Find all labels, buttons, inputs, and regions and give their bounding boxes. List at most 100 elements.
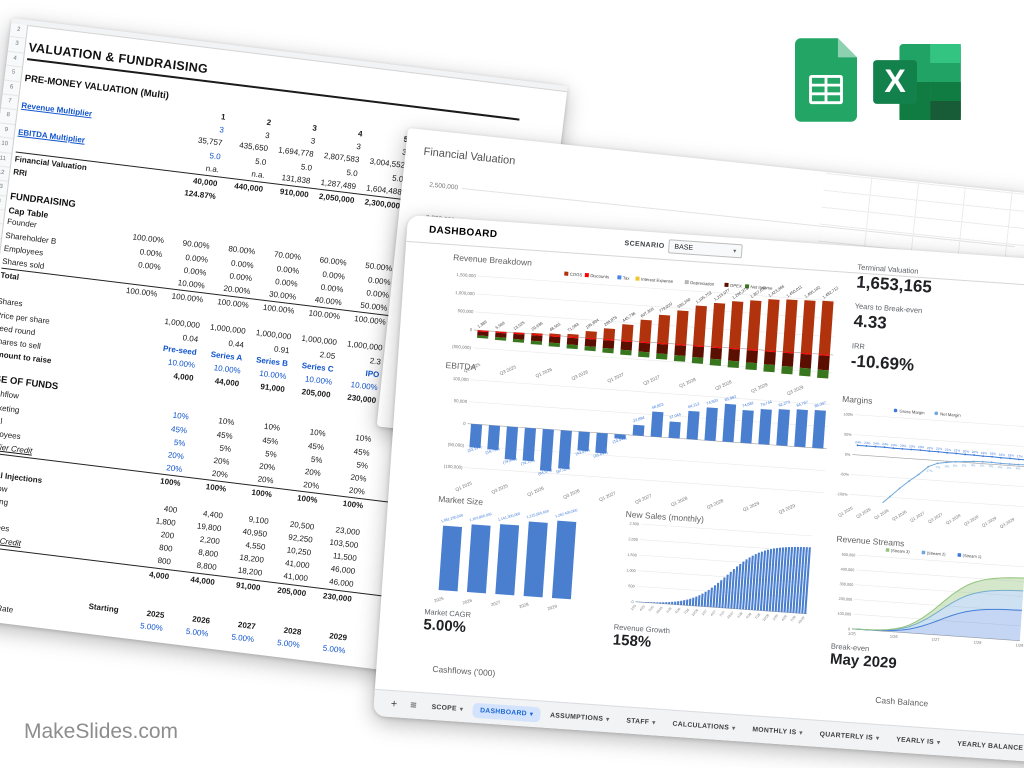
svg-text:Q1 2028: Q1 2028 — [678, 377, 697, 389]
svg-text:(100,000): (100,000) — [444, 464, 464, 470]
svg-text:Tax: Tax — [623, 275, 631, 281]
break-even-value: May 2029 — [829, 650, 898, 673]
svg-text:1,262,400,000: 1,262,400,000 — [555, 508, 578, 518]
tab-menu-arrow-icon: ▾ — [799, 730, 803, 737]
svg-text:-17%: -17% — [925, 469, 933, 474]
svg-text:23%: 23% — [918, 445, 925, 449]
svg-text:1,500: 1,500 — [627, 553, 637, 558]
svg-text:(Stream 1): (Stream 1) — [962, 553, 982, 559]
svg-text:7/28: 7/28 — [754, 612, 761, 620]
market-cagr-value: 5.00% — [422, 616, 467, 637]
svg-text:(54,756): (54,756) — [485, 446, 501, 455]
svg-text:2027: 2027 — [490, 599, 501, 607]
irr-label: IRR — [851, 341, 866, 352]
svg-text:64,112: 64,112 — [687, 401, 700, 409]
svg-text:(50,000): (50,000) — [448, 442, 465, 448]
svg-text:(87,027): (87,027) — [556, 465, 572, 474]
svg-text:(Stream 2): (Stream 2) — [927, 550, 947, 556]
svg-text:19%: 19% — [981, 451, 988, 455]
svg-text:Q1 2026: Q1 2026 — [535, 367, 554, 379]
svg-text:298,876: 298,876 — [603, 314, 619, 327]
all-sheets-menu-icon[interactable]: ≡ — [409, 699, 418, 712]
cash-balance-title: Cash Balance — [874, 694, 929, 709]
svg-text:1/29: 1/29 — [772, 614, 779, 622]
svg-text:(74,754): (74,754) — [520, 457, 536, 466]
svg-text:Net Margin: Net Margin — [940, 411, 961, 417]
svg-text:(Stream 3): (Stream 3) — [891, 548, 911, 554]
google-sheets-icon — [795, 38, 857, 122]
svg-text:20%: 20% — [963, 449, 970, 453]
svg-text:24%: 24% — [855, 440, 862, 444]
svg-text:936,240: 936,240 — [676, 296, 692, 309]
svg-text:21%: 21% — [954, 448, 961, 452]
row-number: 15 — [0, 208, 5, 225]
svg-text:1/27: 1/27 — [701, 609, 708, 617]
svg-text:2%: 2% — [962, 463, 967, 467]
irr-value: -10.69% — [850, 351, 915, 375]
svg-text:Q3 2025: Q3 2025 — [499, 364, 518, 376]
svg-text:1/26: 1/26 — [890, 634, 899, 640]
svg-text:Q1 2026: Q1 2026 — [526, 485, 545, 497]
svg-text:48,561: 48,561 — [548, 321, 562, 333]
scenario-label: SCENARIO — [624, 240, 665, 250]
svg-text:Q1 2027: Q1 2027 — [607, 372, 626, 384]
svg-text:Q1 2027: Q1 2027 — [909, 510, 926, 523]
svg-text:4/28: 4/28 — [745, 612, 752, 620]
scenario-dropdown-value: BASE — [674, 243, 694, 252]
svg-text:(10,042): (10,042) — [612, 435, 628, 444]
svg-text:1,215,077: 1,215,077 — [713, 287, 731, 302]
svg-text:Q3 2026: Q3 2026 — [562, 488, 581, 500]
sheet-tab-yearly-balance[interactable]: YEARLY BALANCE▾ — [957, 740, 1024, 752]
svg-text:1/29: 1/29 — [1015, 642, 1024, 648]
svg-text:71,583: 71,583 — [566, 321, 580, 333]
svg-text:0: 0 — [848, 627, 850, 631]
svg-text:1,000: 1,000 — [626, 568, 636, 573]
svg-text:50%: 50% — [844, 432, 852, 437]
tab-menu-arrow-icon: ▾ — [936, 739, 941, 746]
dropdown-arrow-icon: ▾ — [733, 248, 737, 255]
tab-menu-arrow-icon: ▾ — [605, 716, 610, 723]
svg-text:Q1 2028: Q1 2028 — [945, 513, 962, 526]
svg-text:85,882: 85,882 — [724, 394, 737, 402]
svg-text:Q3 2027: Q3 2027 — [927, 511, 944, 524]
svg-text:4%: 4% — [971, 463, 976, 467]
cashflows-title: Cashflows ('000) — [432, 663, 496, 679]
sheet-tab-yearly-is[interactable]: YEARLY IS ▾ — [896, 735, 941, 746]
years-to-break-even-value: 4.33 — [853, 311, 888, 333]
sheet-tab-assumptions[interactable]: ASSUMPTIONS ▾ — [549, 711, 610, 723]
watermark: MakeSlides.com — [24, 720, 179, 743]
svg-text:56,853: 56,853 — [651, 402, 664, 410]
tab-menu-arrow-icon: ▾ — [652, 719, 656, 726]
svg-text:50,000: 50,000 — [454, 398, 468, 404]
sheet-tab-quarterly-is[interactable]: QUARTERLY IS ▾ — [819, 730, 880, 742]
svg-text:4%: 4% — [1016, 466, 1021, 470]
sheet-tab-scope[interactable]: SCOPE ▾ — [431, 703, 464, 713]
svg-text:1,450,011: 1,450,011 — [785, 284, 803, 299]
svg-text:23,894: 23,894 — [632, 414, 646, 423]
scenario-dropdown[interactable]: BASE ▾ — [667, 239, 743, 259]
svg-text:84,787: 84,787 — [796, 399, 809, 407]
svg-text:100,000: 100,000 — [837, 612, 851, 617]
svg-text:2026: 2026 — [462, 597, 473, 605]
svg-text:-3%: -3% — [944, 464, 950, 468]
svg-text:COGS: COGS — [570, 272, 583, 278]
tab-menu-arrow-icon: ▾ — [459, 706, 464, 713]
svg-text:86,097: 86,097 — [814, 400, 827, 408]
row-number: 12 — [0, 165, 10, 183]
sheet-tab-monthly-is[interactable]: MONTHLY IS ▾ — [752, 725, 803, 737]
svg-text:10/27: 10/27 — [726, 611, 735, 620]
dashboard-sheet: DASHBOARD SCENARIO BASE ▾ Revenue Breakd… — [372, 215, 1024, 765]
svg-text:100,000: 100,000 — [453, 376, 470, 382]
svg-text:(53,197): (53,197) — [467, 444, 483, 453]
svg-text:10/25: 10/25 — [655, 606, 664, 615]
svg-text:7/25: 7/25 — [648, 605, 655, 613]
svg-text:-100%: -100% — [836, 492, 848, 497]
svg-text:79,744: 79,744 — [760, 399, 774, 408]
add-sheet-button[interactable]: + — [390, 698, 398, 711]
revenue-growth-value: 158% — [612, 631, 652, 651]
sheet-tab-staff[interactable]: STAFF ▾ — [626, 716, 656, 726]
sheet-tab-dashboard[interactable]: DASHBOARD ▾ — [472, 702, 541, 722]
svg-text:100%: 100% — [843, 412, 854, 417]
sheet-tab-calculations[interactable]: CALCULATIONS ▾ — [672, 720, 736, 732]
